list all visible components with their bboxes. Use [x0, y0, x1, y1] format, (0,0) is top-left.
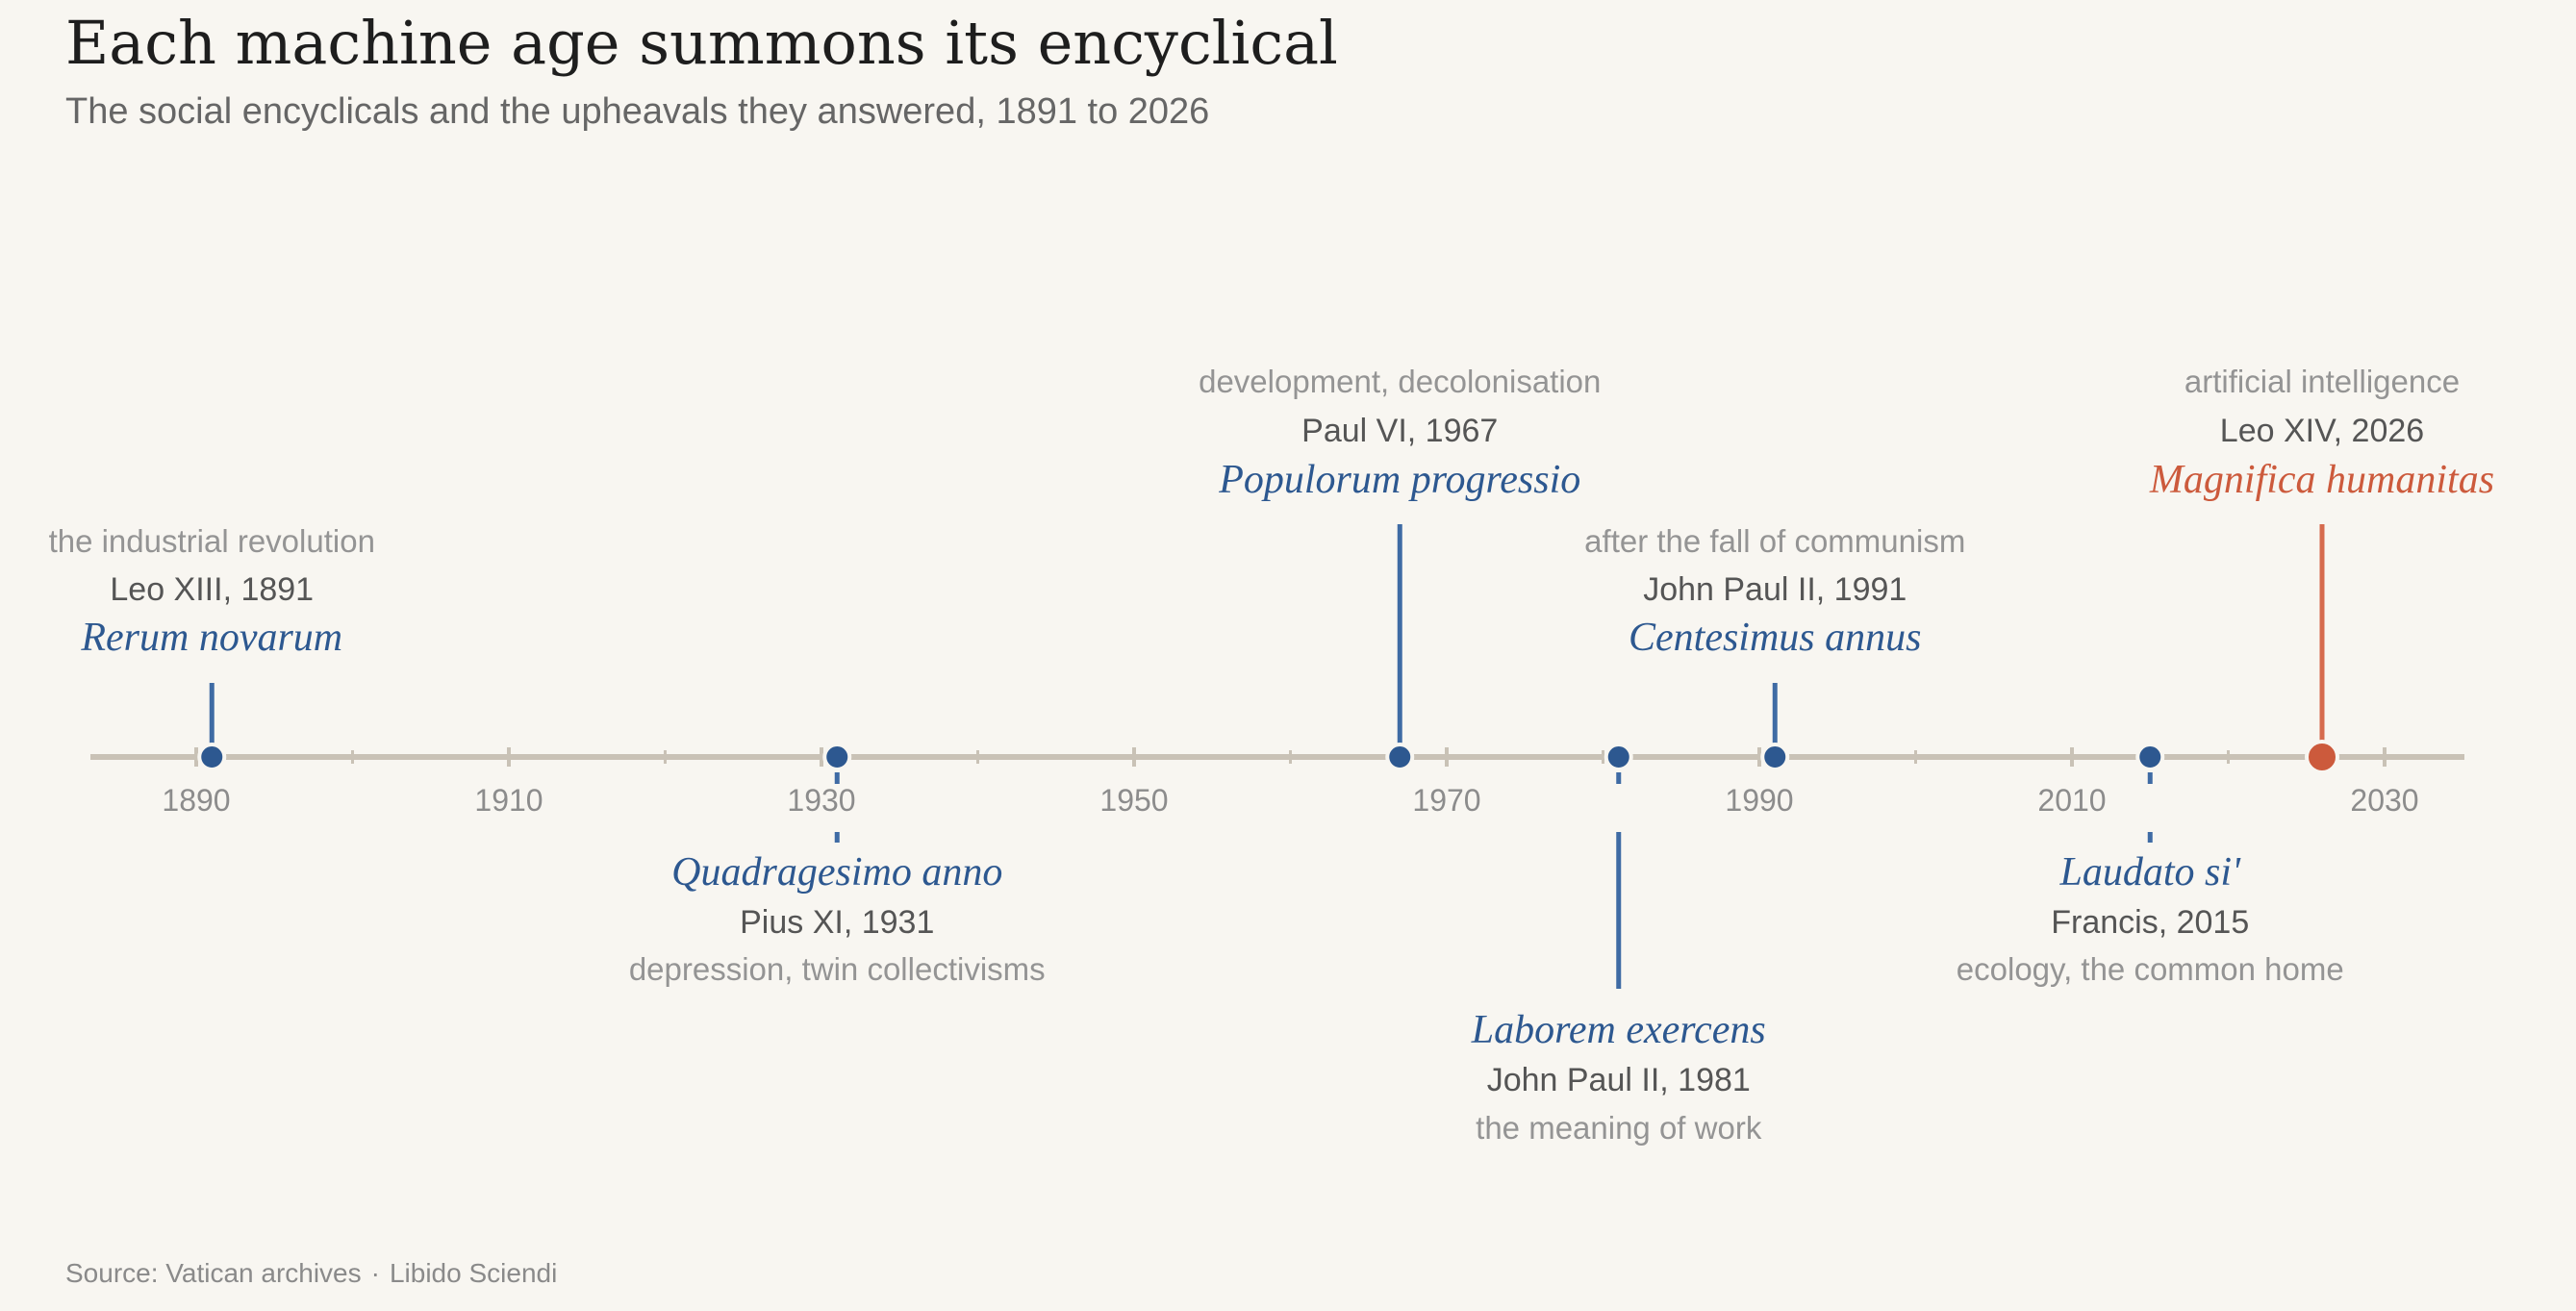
event-1981: Laborem exercens John Paul II, 1981 the me…: [1471, 743, 1766, 1146]
event-1967: Populorum progressio Paul VI, 1967 develop…: [1199, 364, 1601, 771]
event-title: Rerum novarum: [80, 616, 342, 660]
event-author: Pius XI, 1931: [740, 904, 934, 941]
axis-tick-label: 1910: [474, 783, 543, 818]
event-author: Paul VI, 1967: [1301, 413, 1498, 449]
event-marker: [822, 743, 852, 771]
timeline-axis: 1890 1910 1930 1950 1970 1990 2010 2030: [90, 747, 2464, 818]
axis-tick-label: 1890: [162, 783, 230, 818]
event-title: Quadragesimo anno: [671, 850, 1002, 895]
axis-tick-label: 1930: [787, 783, 855, 818]
event-theme: the industrial revolution: [49, 523, 375, 559]
event-author: Leo XIV, 2026: [2220, 413, 2424, 449]
event-theme: artificial intelligence: [2185, 364, 2460, 399]
event-theme: the meaning of work: [1476, 1110, 1762, 1146]
source-separator: ·: [370, 1258, 380, 1288]
event-title: Populorum progressio: [1218, 458, 1580, 502]
axis-tick-label: 2030: [2350, 783, 2418, 818]
event-title: Magnifica humanitas: [2149, 458, 2494, 502]
event-theme: development, decolonisation: [1199, 364, 1601, 399]
event-title: Laudato si': [2058, 850, 2241, 895]
source-note: Source: Vatican archives · Libido Sciendi: [65, 1258, 557, 1289]
axis-tick-label: 1970: [1412, 783, 1480, 818]
event-1891: Rerum novarum Leo XIII, 1891 the industria…: [49, 523, 375, 771]
event-1931: Quadragesimo anno Pius XI, 1931 depression…: [629, 743, 1046, 987]
axis-tick-label: 1990: [1725, 783, 1793, 818]
event-marker: [2135, 743, 2165, 771]
chart-subtitle: The social encyclicals and the upheavals…: [65, 91, 1210, 132]
event-author: Leo XIII, 1891: [110, 571, 314, 608]
event-title: Centesimus annus: [1629, 616, 1922, 660]
event-marker: [197, 743, 227, 771]
event-theme: ecology, the common home: [1957, 951, 2344, 987]
event-theme: depression, twin collectivisms: [629, 951, 1046, 987]
event-theme: after the fall of communism: [1584, 523, 1965, 559]
event-marker-highlight: [2305, 740, 2339, 774]
event-marker: [1760, 743, 1790, 771]
event-title: Laborem exercens: [1471, 1008, 1766, 1052]
axis-tick-label: 1950: [1099, 783, 1168, 818]
source-credit: Libido Sciendi: [389, 1258, 558, 1288]
event-marker: [1385, 743, 1415, 771]
source-text: Source: Vatican archives: [65, 1258, 362, 1288]
event-2015: Laudato si' Francis, 2015 ecology, the com…: [1957, 743, 2344, 987]
event-author: John Paul II, 1981: [1487, 1062, 1751, 1098]
event-1991: Centesimus annus John Paul II, 1991 after …: [1584, 523, 1965, 771]
axis-tick-label: 2010: [2037, 783, 2106, 818]
event-author: John Paul II, 1991: [1643, 571, 1907, 608]
event-2026: Magnifica humanitas Leo XIV, 2026 artifici…: [2149, 364, 2494, 774]
event-marker: [1604, 743, 1633, 771]
event-author: Francis, 2015: [2051, 904, 2249, 941]
chart-title: Each machine age summons its encyclical: [65, 8, 1338, 78]
timeline-events: Rerum novarum Leo XIII, 1891 the industria…: [49, 364, 2495, 1146]
